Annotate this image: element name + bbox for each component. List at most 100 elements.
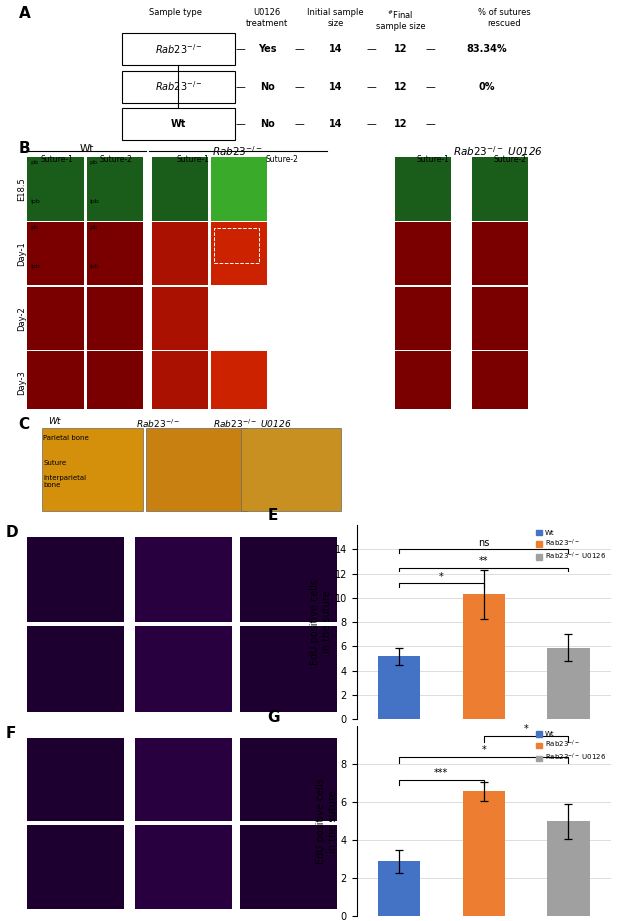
FancyBboxPatch shape (86, 157, 143, 221)
FancyBboxPatch shape (211, 351, 267, 414)
Text: Wt: Wt (80, 144, 94, 154)
FancyBboxPatch shape (86, 351, 143, 414)
Text: 12: 12 (394, 119, 407, 129)
FancyBboxPatch shape (122, 71, 234, 102)
Text: % of sutures
rescued: % of sutures rescued (478, 8, 531, 28)
Text: F: F (6, 727, 16, 741)
Text: —: — (425, 82, 435, 91)
FancyBboxPatch shape (395, 157, 451, 221)
FancyBboxPatch shape (152, 351, 208, 414)
Text: —: — (295, 44, 305, 54)
FancyBboxPatch shape (471, 286, 528, 350)
Text: —: — (295, 82, 305, 91)
Text: $Rab23^{-/-}$: $Rab23^{-/-}$ (212, 144, 263, 157)
Text: Sample type: Sample type (149, 8, 202, 17)
Text: Day-2: Day-2 (17, 306, 26, 331)
Text: Suture-1: Suture-1 (41, 155, 73, 164)
FancyBboxPatch shape (395, 222, 451, 286)
Text: —: — (236, 44, 246, 54)
Text: 14: 14 (329, 82, 342, 91)
FancyBboxPatch shape (471, 351, 528, 414)
Text: —: — (236, 119, 246, 129)
Y-axis label: EdU positive cells
in the suture: EdU positive cells in the suture (317, 778, 338, 865)
FancyBboxPatch shape (211, 222, 267, 286)
FancyBboxPatch shape (152, 286, 208, 350)
Text: Suture-2: Suture-2 (9, 852, 15, 882)
FancyBboxPatch shape (240, 626, 337, 712)
Text: $Rab23^{-/-}$: $Rab23^{-/-}$ (154, 42, 202, 56)
FancyBboxPatch shape (240, 825, 337, 909)
Text: Suture-2: Suture-2 (9, 654, 15, 683)
FancyBboxPatch shape (27, 222, 84, 286)
Text: Wt: Wt (58, 527, 70, 536)
Text: *: * (481, 745, 486, 755)
Bar (378, 861, 420, 916)
Text: Suture-1: Suture-1 (9, 764, 15, 795)
FancyBboxPatch shape (395, 286, 451, 350)
Text: *: * (524, 724, 528, 734)
FancyBboxPatch shape (122, 33, 234, 65)
Text: —: — (236, 82, 246, 91)
Text: ipb: ipb (30, 263, 40, 269)
FancyBboxPatch shape (240, 738, 337, 822)
Text: pb: pb (30, 225, 38, 229)
FancyBboxPatch shape (135, 626, 232, 712)
FancyBboxPatch shape (27, 825, 123, 909)
FancyBboxPatch shape (240, 537, 337, 623)
Text: *: * (439, 572, 444, 582)
FancyBboxPatch shape (27, 351, 84, 414)
Text: Suture-2: Suture-2 (266, 155, 299, 164)
FancyBboxPatch shape (135, 825, 232, 909)
Text: Suture: Suture (43, 460, 67, 466)
Text: $Rab23^{-/-}$: $Rab23^{-/-}$ (136, 417, 180, 430)
FancyBboxPatch shape (135, 537, 232, 623)
Text: ns: ns (478, 538, 489, 548)
Text: pb: pb (89, 225, 97, 229)
Text: Yes: Yes (258, 44, 276, 54)
Text: 14: 14 (329, 119, 342, 129)
FancyBboxPatch shape (27, 626, 123, 712)
Text: ipb: ipb (30, 199, 40, 204)
Bar (463, 791, 505, 916)
Text: —: — (425, 119, 435, 129)
Text: 0%: 0% (478, 82, 495, 91)
FancyBboxPatch shape (27, 738, 123, 822)
Text: E: E (268, 508, 278, 523)
Text: No: No (260, 119, 275, 129)
FancyBboxPatch shape (86, 286, 143, 350)
Text: Interparietal
bone: Interparietal bone (43, 475, 86, 488)
Text: —: — (366, 119, 376, 129)
Legend: Wt, Rab23$^{-/-}$, Rab23$^{-/-}$ U0126: Wt, Rab23$^{-/-}$, Rab23$^{-/-}$ U0126 (534, 730, 607, 764)
FancyBboxPatch shape (122, 108, 234, 140)
FancyBboxPatch shape (152, 222, 208, 286)
Text: —: — (366, 44, 376, 54)
Legend: Wt, Rab23$^{-/-}$, Rab23$^{-/-}$ U0126: Wt, Rab23$^{-/-}$, Rab23$^{-/-}$ U0126 (534, 529, 607, 564)
Bar (547, 647, 590, 719)
Text: G: G (268, 709, 280, 725)
Bar (378, 656, 420, 719)
Text: ***: *** (434, 768, 449, 777)
FancyBboxPatch shape (86, 222, 143, 286)
Text: 12: 12 (394, 82, 407, 91)
FancyBboxPatch shape (27, 286, 84, 350)
Text: $Rab23^{-/-}$: $Rab23^{-/-}$ (154, 80, 202, 94)
Text: $Rab23^{-/-}$: $Rab23^{-/-}$ (150, 527, 191, 540)
FancyBboxPatch shape (42, 427, 143, 511)
Text: 83.34%: 83.34% (466, 44, 507, 54)
Text: Suture-1: Suture-1 (416, 155, 450, 164)
FancyBboxPatch shape (146, 427, 247, 511)
Text: Suture-2: Suture-2 (100, 155, 133, 164)
FancyBboxPatch shape (471, 222, 528, 286)
FancyBboxPatch shape (211, 157, 267, 221)
Text: Day-1: Day-1 (17, 241, 26, 266)
Text: ipb: ipb (89, 199, 99, 204)
Text: 12: 12 (394, 44, 407, 54)
Text: —: — (366, 82, 376, 91)
FancyBboxPatch shape (395, 351, 451, 414)
FancyBboxPatch shape (27, 537, 123, 623)
FancyBboxPatch shape (27, 157, 84, 221)
FancyBboxPatch shape (471, 157, 528, 221)
Text: U0126
treatment: U0126 treatment (246, 8, 288, 28)
Text: A: A (19, 6, 30, 21)
FancyBboxPatch shape (241, 427, 341, 511)
